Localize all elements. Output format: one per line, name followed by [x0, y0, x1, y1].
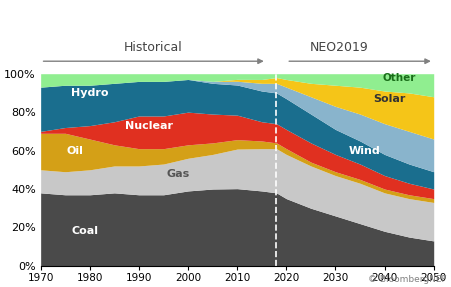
Text: NEO2019: NEO2019 [310, 42, 369, 55]
Text: Hydro: Hydro [71, 88, 109, 98]
Text: Wind: Wind [349, 146, 381, 156]
Text: Other: Other [382, 73, 416, 83]
Text: Solar: Solar [373, 94, 406, 104]
Text: Oil: Oil [67, 146, 83, 156]
Text: Nuclear: Nuclear [125, 121, 173, 131]
Text: Historical: Historical [123, 42, 182, 55]
Text: Gas: Gas [166, 169, 190, 179]
Text: Coal: Coal [71, 226, 98, 236]
Text: © BloombergNEF: © BloombergNEF [368, 275, 446, 284]
